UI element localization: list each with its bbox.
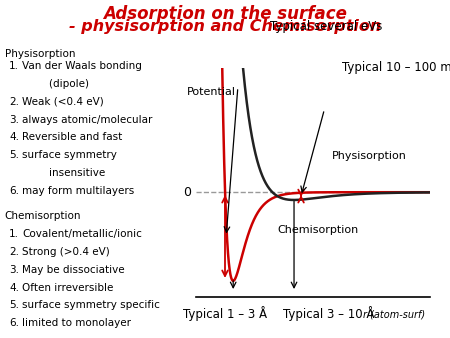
Text: - physisorption and Chemisorption: - physisorption and Chemisorption: [69, 19, 381, 33]
Text: May be dissociative: May be dissociative: [22, 265, 125, 275]
Text: Strong (>0.4 eV): Strong (>0.4 eV): [22, 247, 110, 257]
Text: Typical 1 – 3 Å: Typical 1 – 3 Å: [183, 306, 267, 321]
Text: 3.: 3.: [9, 115, 19, 125]
Text: 4.: 4.: [9, 283, 19, 293]
Text: Adsorption on the surface: Adsorption on the surface: [103, 5, 347, 23]
Text: insensitive: insensitive: [36, 168, 105, 178]
Text: surface symmetry: surface symmetry: [22, 150, 117, 161]
Text: 2.: 2.: [9, 97, 19, 107]
Text: 1.: 1.: [9, 229, 19, 239]
Text: 4.: 4.: [9, 132, 19, 143]
Text: Weak (<0.4 eV): Weak (<0.4 eV): [22, 97, 104, 107]
Text: Typical 10 – 100 meV: Typical 10 – 100 meV: [342, 61, 450, 74]
Text: limited to monolayer: limited to monolayer: [22, 318, 131, 329]
Text: Often irreversible: Often irreversible: [22, 283, 114, 293]
Text: Typical several eVs: Typical several eVs: [270, 20, 382, 33]
Text: Chemisorption: Chemisorption: [278, 225, 359, 236]
Text: Chemisorption: Chemisorption: [4, 211, 81, 221]
Text: (dipole): (dipole): [36, 79, 89, 89]
Text: surface symmetry specific: surface symmetry specific: [22, 300, 160, 311]
Text: Covalent/metallic/ionic: Covalent/metallic/ionic: [22, 229, 142, 239]
Text: r (atom-surf): r (atom-surf): [363, 310, 425, 320]
Text: 0: 0: [184, 186, 192, 199]
Text: always atomic/molecular: always atomic/molecular: [22, 115, 153, 125]
Text: 5.: 5.: [9, 150, 19, 161]
Text: Physisorption: Physisorption: [4, 49, 75, 59]
Text: Van der Waals bonding: Van der Waals bonding: [22, 61, 142, 71]
Text: Typical 3 – 10 Å: Typical 3 – 10 Å: [283, 306, 374, 321]
Text: Potential: Potential: [186, 87, 235, 97]
Text: Reversible and fast: Reversible and fast: [22, 132, 123, 143]
Text: 6.: 6.: [9, 186, 19, 196]
Text: may form multilayers: may form multilayers: [22, 186, 135, 196]
Text: 2.: 2.: [9, 247, 19, 257]
Text: 3.: 3.: [9, 265, 19, 275]
Text: 1.: 1.: [9, 61, 19, 71]
Text: 6.: 6.: [9, 318, 19, 329]
Text: Physisorption: Physisorption: [332, 151, 406, 161]
Text: 5.: 5.: [9, 300, 19, 311]
